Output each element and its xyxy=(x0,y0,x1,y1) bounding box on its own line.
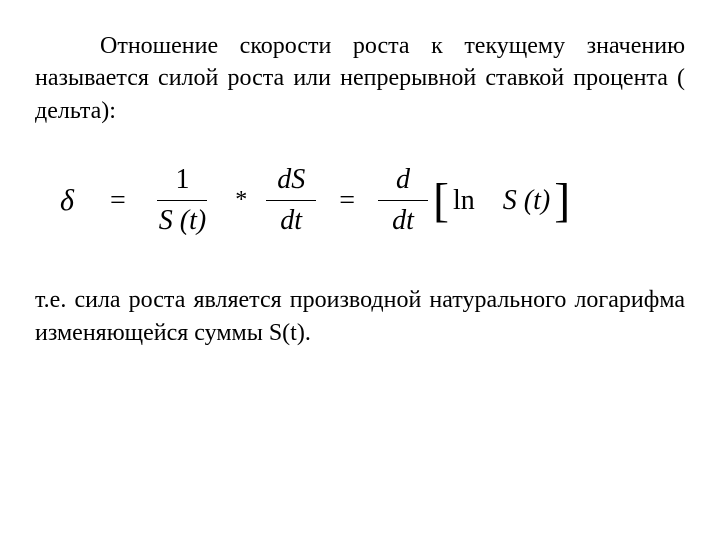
frac2-den-d: d xyxy=(280,205,294,236)
ln-label: ln xyxy=(453,185,475,217)
frac2-denominator: dt xyxy=(270,201,312,239)
frac2-den-t: t xyxy=(294,205,302,236)
fraction-1: 1 S (t) xyxy=(149,162,216,239)
delta-symbol: δ xyxy=(60,184,74,218)
conclusion-paragraph: т.е. сила роста является производной нат… xyxy=(35,284,685,349)
frac1-numerator: 1 xyxy=(157,162,207,201)
t-paren: (t) xyxy=(524,185,550,216)
frac2-num-S: S xyxy=(291,164,305,195)
frac3-den-t: t xyxy=(406,205,414,236)
frac2-num-d: d xyxy=(277,164,291,195)
frac2-numerator: dS xyxy=(266,162,316,201)
frac1-den-t: (t) xyxy=(180,205,206,236)
multiply-symbol: * xyxy=(235,187,247,214)
intro-paragraph: Отношение скорости роста к текущему знач… xyxy=(35,30,685,127)
frac3-den-d: d xyxy=(392,205,406,236)
frac3-numerator: d xyxy=(378,162,428,201)
left-bracket: [ xyxy=(433,177,449,225)
equals-2: = xyxy=(339,185,355,217)
S-function: S (t) xyxy=(503,185,550,217)
frac3-denominator: dt xyxy=(382,201,424,239)
fraction-3: d dt xyxy=(378,162,428,239)
fraction-2: dS dt xyxy=(266,162,316,239)
equals-1: = xyxy=(110,185,126,217)
right-bracket: ] xyxy=(554,177,570,225)
frac1-denominator: S (t) xyxy=(149,201,216,239)
ln-bracket-group: [ ln S (t) ] xyxy=(433,177,570,225)
formula-block: δ = 1 S (t) * dS dt = d dt [ ln S (t) xyxy=(35,162,685,239)
frac1-den-S: S xyxy=(159,205,173,236)
S-symbol: S xyxy=(503,185,517,216)
frac3-num-d: d xyxy=(396,164,410,195)
